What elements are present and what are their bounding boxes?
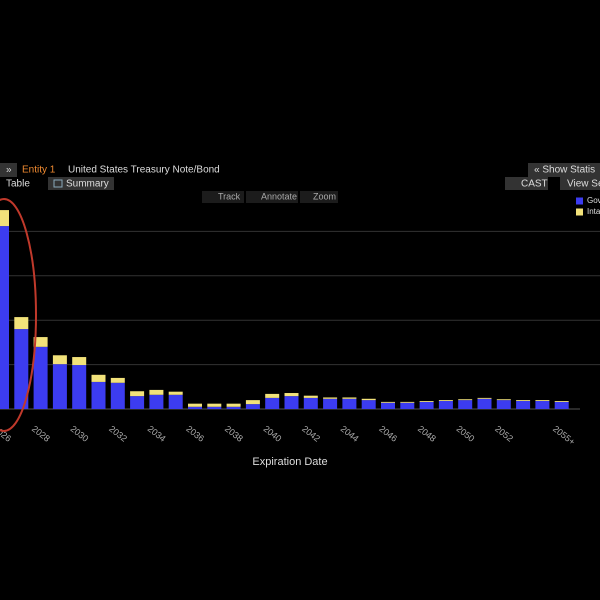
bar-segment <box>554 401 569 409</box>
bar-segment <box>14 329 29 409</box>
bar-segment <box>419 401 434 402</box>
bar-segment <box>207 406 222 409</box>
legend-swatch <box>576 208 583 216</box>
bar-segment <box>381 401 395 403</box>
view-text[interactable]: View Se <box>567 179 600 190</box>
bar-segment <box>207 403 222 407</box>
annotate-text[interactable]: Annotate <box>261 191 297 201</box>
nav-button[interactable] <box>0 163 17 177</box>
annotate-button[interactable] <box>246 191 298 203</box>
zoom-text[interactable]: Zoom <box>313 191 336 201</box>
summary-tab[interactable] <box>48 177 114 190</box>
bar-segment <box>361 398 376 401</box>
bar-segment <box>52 364 67 409</box>
bar-segment <box>477 397 492 399</box>
bar-segment <box>33 346 48 409</box>
summary-text[interactable]: Summary <box>66 179 109 190</box>
bar-segment <box>245 404 260 409</box>
bar-segment <box>226 406 241 409</box>
bar-segment <box>323 397 338 399</box>
summary-icon <box>53 179 63 188</box>
cast-button[interactable] <box>505 177 548 190</box>
bar-segment <box>458 400 473 409</box>
bar-segment <box>323 398 338 409</box>
bar-segment <box>0 226 9 409</box>
bar-segment <box>284 393 299 397</box>
legend-label: Inta <box>587 207 600 216</box>
bar-segment <box>438 401 453 409</box>
bar-segment <box>535 400 550 402</box>
bar-segment <box>265 397 280 409</box>
bar-segment <box>188 403 202 407</box>
legend-swatch <box>576 197 583 205</box>
bar-segment <box>226 403 241 407</box>
bar-segment <box>168 391 183 395</box>
bar-segment <box>72 365 87 409</box>
track-button[interactable] <box>202 191 244 203</box>
bar-segment <box>149 389 164 395</box>
bar-segment <box>149 394 164 409</box>
bar-segment <box>419 401 434 409</box>
bar-segment <box>188 406 202 409</box>
security-name: United States Treasury Note/Bond <box>68 165 220 176</box>
bar-segment <box>265 393 280 398</box>
bar-segment <box>245 400 260 405</box>
view-button[interactable] <box>560 177 600 190</box>
bar-segment <box>400 401 415 403</box>
bar-segment <box>303 397 318 409</box>
bar-segment <box>0 210 9 227</box>
x-axis-title: Expiration Date <box>252 456 327 468</box>
bar-segment <box>130 396 145 409</box>
table-tab[interactable]: Table <box>6 179 30 190</box>
bar-segment <box>91 374 106 382</box>
bar-segment <box>535 401 550 409</box>
bar-segment <box>516 401 531 409</box>
bar-segment <box>52 355 67 365</box>
bar-segment <box>381 402 395 409</box>
zoom-button[interactable] <box>300 191 338 203</box>
bar-segment <box>400 402 415 409</box>
bar-segment <box>554 401 569 402</box>
highlight-ellipse <box>0 198 37 432</box>
bar-segment <box>303 395 318 398</box>
track-text[interactable]: Track <box>218 191 241 201</box>
legend-label: Gov <box>587 196 600 205</box>
bar-segment <box>110 382 125 409</box>
bar-segment <box>496 399 511 401</box>
bar-segment <box>14 317 29 330</box>
entity-label[interactable]: Entity 1 <box>22 165 56 176</box>
bar-segment <box>342 398 357 409</box>
bar-segment <box>342 397 357 399</box>
bar-segment <box>516 400 531 402</box>
bar-segment <box>33 337 48 347</box>
bar-segment <box>496 400 511 409</box>
bar-segment <box>284 396 299 409</box>
plot: 2026 2028 2030 2032 2034 2036 2038 2040 2042 2044… <box>0 196 600 447</box>
cast-text[interactable]: CAST <box>521 179 548 190</box>
bar-segment <box>361 400 376 409</box>
show-stats-button[interactable] <box>528 163 600 177</box>
bar-segment <box>438 400 453 402</box>
bar-segment <box>168 394 183 409</box>
bar-segment <box>130 391 145 397</box>
bar-segment <box>110 377 125 383</box>
bar-segment <box>72 357 87 366</box>
bar-segment <box>458 399 473 401</box>
bar-segment <box>477 398 492 409</box>
bar-segment <box>91 381 106 409</box>
nav-button-text[interactable]: » <box>6 165 12 176</box>
show-stats-text[interactable]: « Show Statis <box>534 165 595 176</box>
